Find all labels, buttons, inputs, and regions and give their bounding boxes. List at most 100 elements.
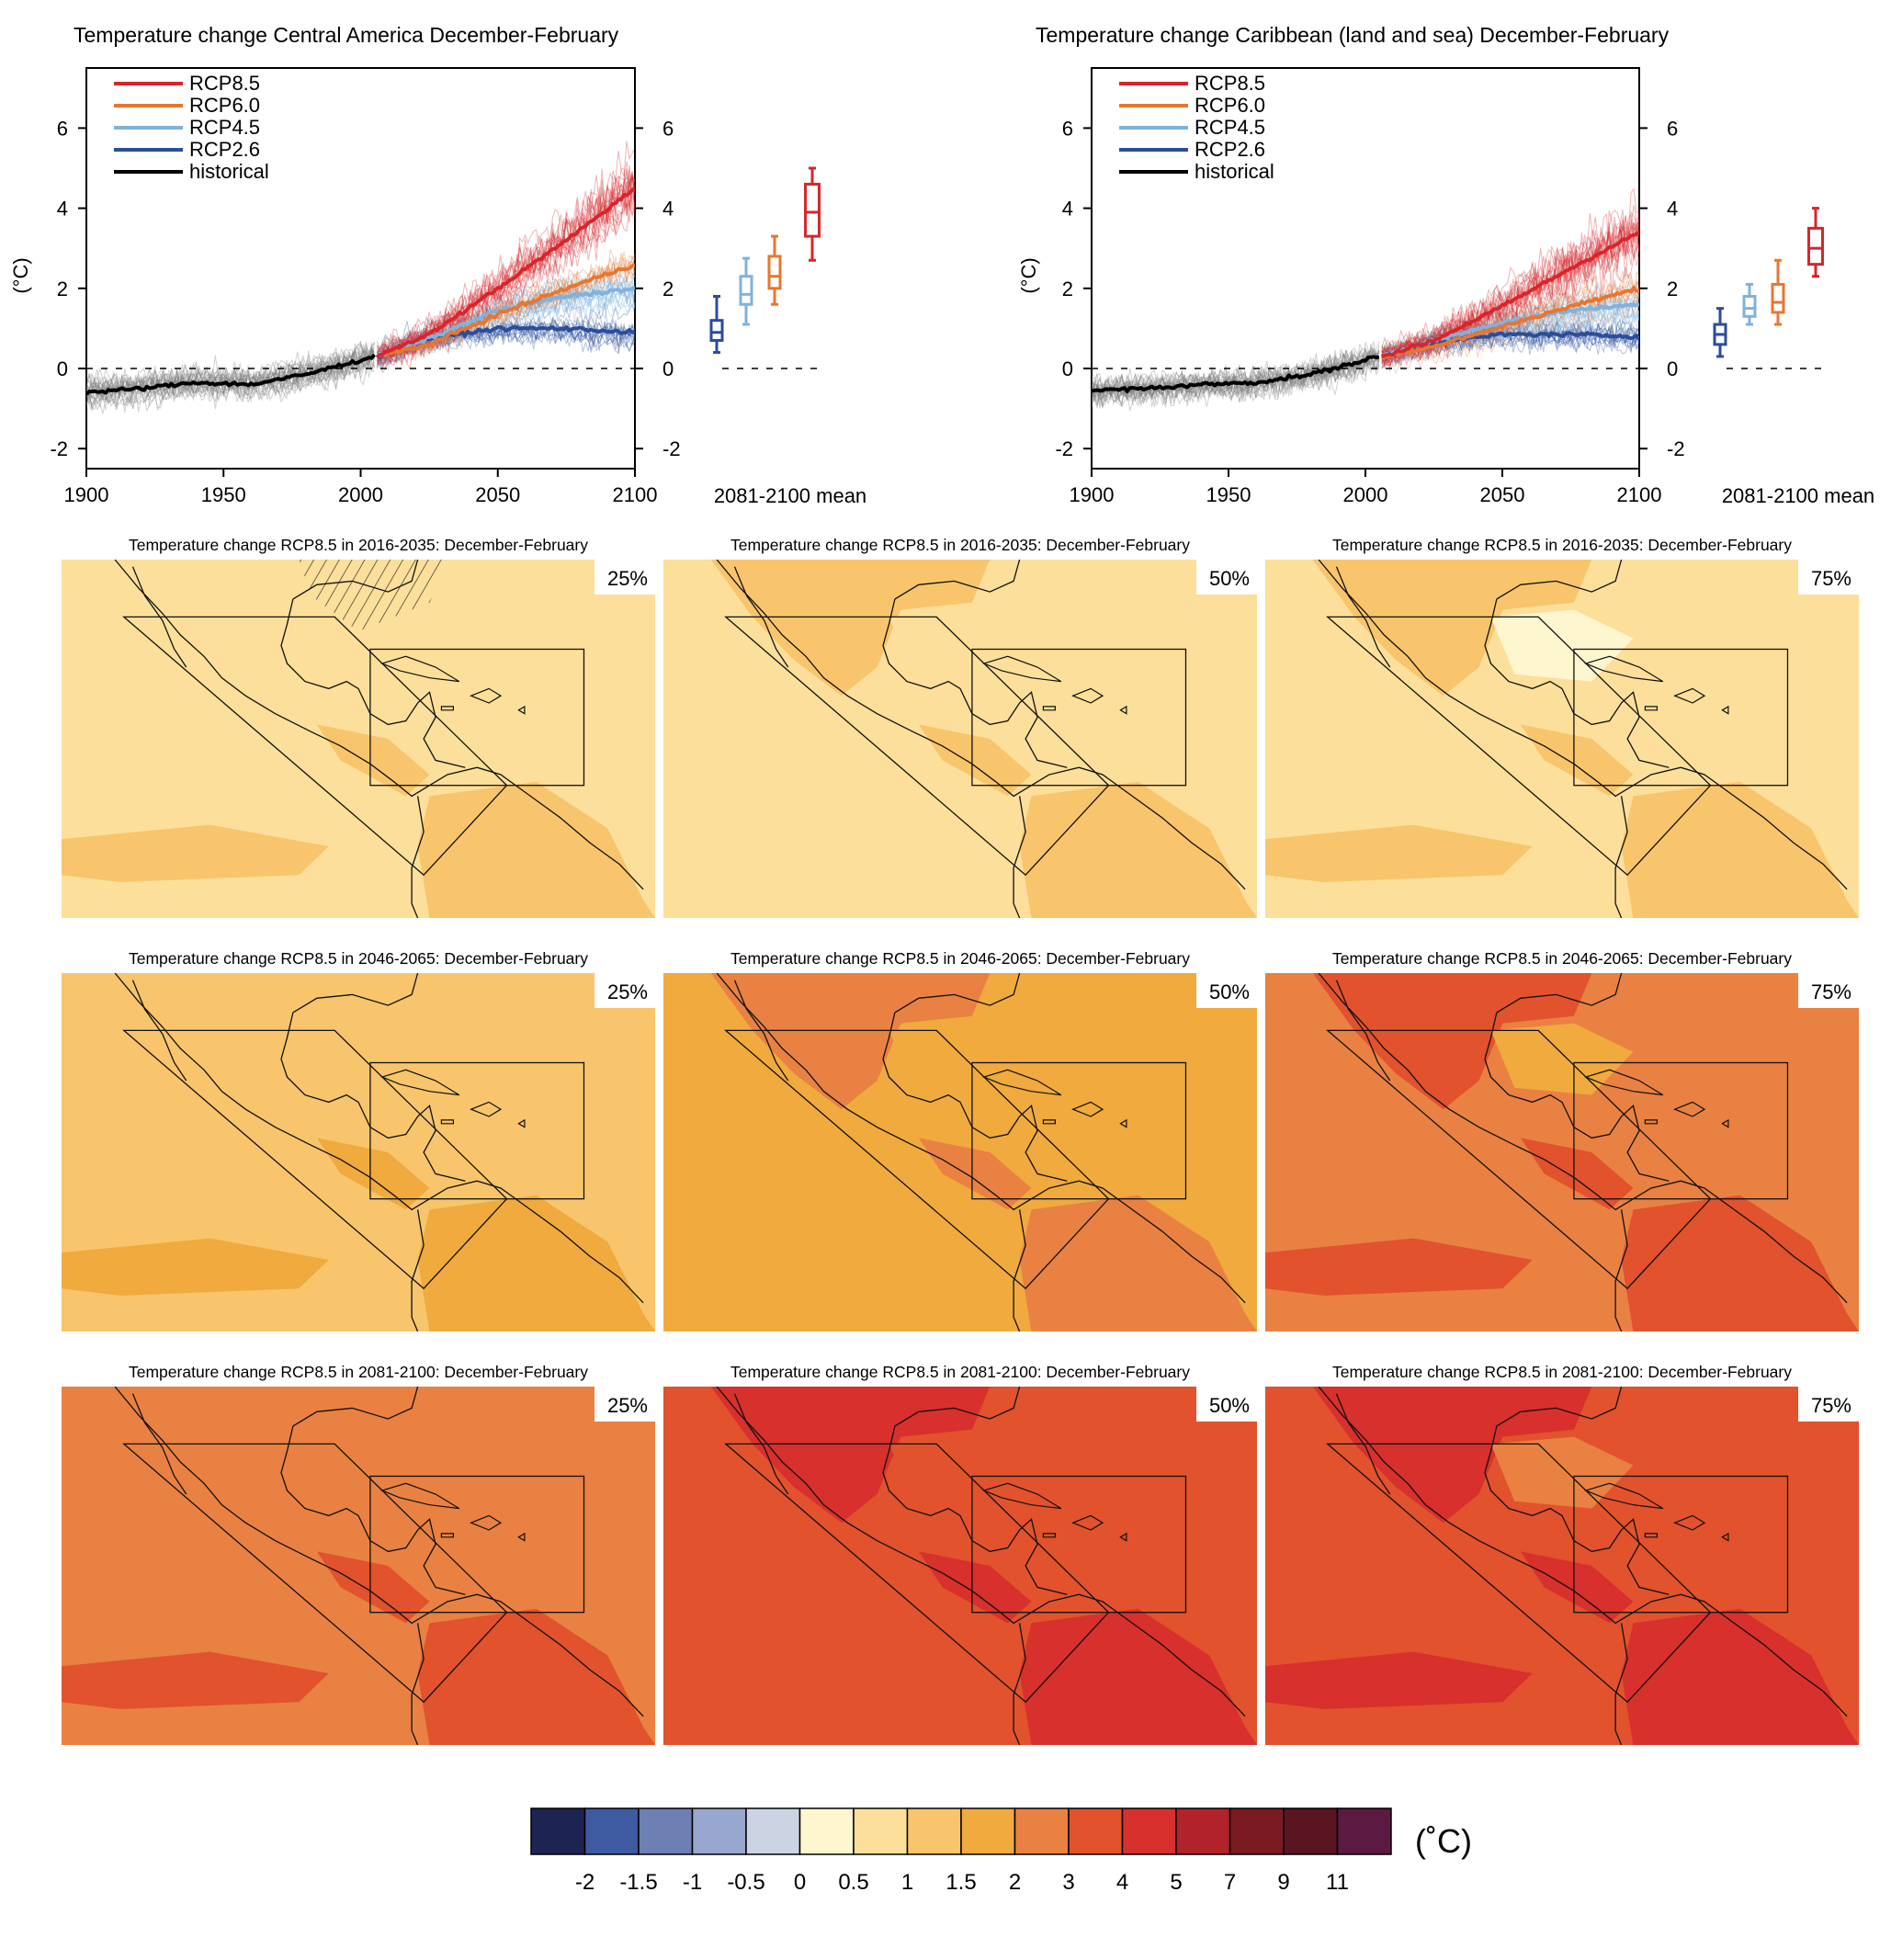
- region-outline-caribbean: [1573, 1061, 1789, 1200]
- island-outline: [1042, 1533, 1057, 1538]
- legend-label: RCP6.0: [189, 94, 260, 117]
- ensemble-member-line: [1092, 344, 1380, 402]
- ensemble-member-line: [376, 290, 635, 371]
- mean-line-rcp60: [1380, 286, 1639, 360]
- ensemble-member-line: [86, 340, 375, 394]
- percentile-label: 75%: [1811, 1394, 1851, 1417]
- coastline: [1614, 1623, 1628, 1745]
- y-tick-label: 6: [57, 117, 68, 140]
- colorbar-tick-label: 1: [901, 1870, 913, 1895]
- island-outline: [1721, 1118, 1729, 1128]
- coastline: [733, 566, 789, 668]
- region-outline-caribbean: [971, 648, 1187, 787]
- boxplot-label: 2081-2100 mean: [714, 484, 866, 507]
- island-outline: [981, 1069, 1062, 1096]
- colorbar: (˚C) -2 -1.5 -1 -0.5 0 0.5 1 1.5 2 3 4 5 7 9 11: [530, 1807, 1472, 1895]
- mean-line-rcp60: [377, 263, 635, 358]
- ensemble-member-line: [376, 261, 635, 368]
- ensemble-member-line: [1092, 348, 1380, 407]
- map-grid: Temperature change RCP8.5 in 2016-2035: …: [62, 536, 1859, 1745]
- colorbar-swatch: [1013, 1807, 1070, 1855]
- colorbar-tick-label: 5: [1170, 1870, 1182, 1895]
- colorbar-tick-label: 11: [1326, 1870, 1349, 1895]
- coastline: [1614, 796, 1628, 918]
- ensemble-member-line: [86, 356, 375, 411]
- coastline: [131, 1393, 187, 1495]
- y-tick-label: 4: [57, 198, 68, 221]
- island-outline: [981, 1482, 1062, 1510]
- colorbar-swatch: [853, 1807, 909, 1855]
- ensemble-member-line: [86, 362, 375, 414]
- colorbar-swatch: [1229, 1807, 1285, 1855]
- map-title: Temperature change RCP8.5 in 2046-2065: …: [730, 949, 1190, 968]
- contour-region: [1520, 724, 1634, 797]
- contour-region: [889, 1023, 1032, 1095]
- coastline: [411, 1209, 425, 1331]
- contour-region: [108, 973, 389, 1110]
- ensemble-member-line: [86, 347, 375, 405]
- island-outline: [470, 687, 503, 704]
- ensemble-member-line: [1381, 292, 1639, 361]
- mean-line-rcp85: [376, 187, 635, 359]
- y-tick-label: 4: [1062, 198, 1073, 221]
- hatching-region: [299, 560, 447, 631]
- timeseries-caribbean: Temperature change Caribbean (land and s…: [1017, 23, 1874, 507]
- percentile-label-bg: [1196, 973, 1257, 1008]
- region-outline-caribbean: [971, 1061, 1187, 1200]
- legend-label: RCP8.5: [1195, 72, 1265, 95]
- contour-region: [417, 1195, 655, 1331]
- contour-region: [417, 781, 655, 918]
- boxplot-rcp26: [1713, 307, 1727, 358]
- island-outline: [379, 1482, 460, 1510]
- map-panel: 25%: [62, 1387, 655, 1745]
- contour-region: [710, 1387, 991, 1524]
- map-title: Temperature change RCP8.5 in 2046-2065: …: [1332, 949, 1792, 968]
- legend-label: historical: [1195, 160, 1274, 183]
- boxplot-rcp60: [767, 234, 782, 306]
- island-outline: [440, 1533, 454, 1538]
- ensemble-member-line: [1381, 309, 1639, 375]
- map-panel: 75%: [1265, 560, 1859, 918]
- map-panel: 50%: [663, 560, 1257, 918]
- percentile-label-bg: [1798, 560, 1859, 595]
- boxplot-label: 2081-2100 mean: [1722, 484, 1874, 507]
- island-outline: [1071, 1101, 1104, 1117]
- ensemble-member-line: [1092, 353, 1380, 404]
- legend-label: RCP4.5: [1195, 116, 1265, 139]
- map-panel: 25%: [62, 973, 655, 1331]
- ensemble-member-line: [86, 346, 375, 399]
- region-outline-caribbean: [971, 1475, 1187, 1614]
- boxplot-rcp85: [804, 166, 821, 262]
- island-outline: [1119, 1532, 1127, 1542]
- mean-line-historical: [1092, 355, 1379, 393]
- mean-line-rcp85: [1381, 231, 1639, 358]
- y-tick-label-right: 0: [662, 357, 674, 380]
- contour-region: [287, 609, 430, 682]
- colorbar-swatch: [1336, 1807, 1392, 1855]
- contour-region: [1265, 1238, 1533, 1296]
- contour-region: [417, 1608, 655, 1745]
- ensemble-member-line: [1381, 213, 1639, 363]
- island-outline: [1071, 1514, 1104, 1531]
- timeseries-central-america: Temperature change Central America Decem…: [9, 23, 866, 507]
- island-outline: [470, 1101, 503, 1117]
- ensemble-member-line: [377, 291, 635, 365]
- contour-region: [663, 1238, 931, 1296]
- contour-region: [316, 1551, 430, 1624]
- island-outline: [1583, 1482, 1664, 1510]
- coastline: [292, 560, 419, 600]
- percentile-label: 25%: [607, 980, 648, 1003]
- contour-region: [108, 1387, 389, 1524]
- ensemble-member-line: [1092, 340, 1380, 393]
- y-tick-label-right: -2: [1667, 437, 1685, 460]
- island-outline: [1673, 1514, 1706, 1531]
- boxplot-box: [739, 275, 753, 306]
- island-outline: [1673, 687, 1706, 704]
- y-tick-label-right: 4: [662, 198, 674, 221]
- legend-label: RCP2.6: [189, 138, 260, 161]
- contour-region: [918, 1138, 1032, 1210]
- ensemble-member-line: [376, 141, 635, 349]
- map-panel: 25%: [62, 560, 655, 918]
- ensemble-member-line: [377, 170, 635, 362]
- colorbar-tick-label: -1: [683, 1870, 702, 1895]
